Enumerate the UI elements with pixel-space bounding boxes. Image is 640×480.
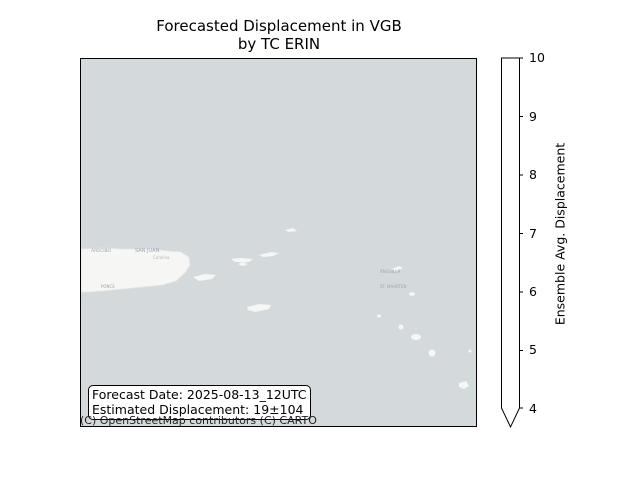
colorbar-tick-label: 6 [529, 284, 537, 299]
chart-title: Forecasted Displacement in VGB by TC ERI… [80, 17, 478, 53]
colorbar-body [501, 57, 520, 429]
island-anguilla [391, 266, 403, 271]
colorbar-tick-label: 7 [529, 226, 537, 241]
island-saba [377, 314, 381, 318]
island-tortola [259, 252, 279, 257]
colorbar-tick-label: 5 [529, 342, 537, 357]
basemap: ARECIBO SAN JUAN Carolina PONCE ANGUILLA… [81, 228, 472, 389]
place-label-anguilla: ANGUILLA [380, 269, 400, 274]
colorbar-tick-marks [519, 57, 523, 409]
colorbar-tick-label: 10 [529, 50, 545, 65]
colorbar-tick-label: 4 [529, 401, 537, 416]
island-vieques [193, 274, 216, 281]
title-line-1: Forecasted Displacement in VGB [156, 17, 402, 35]
island-culebra [239, 262, 247, 266]
colorbar-label: Ensemble Avg. Displacement [552, 142, 568, 326]
estimated-displacement-text: Estimated Displacement: 19±104 [92, 402, 304, 417]
island-nevis [428, 349, 436, 357]
island-puerto-rico [81, 247, 191, 293]
island-st-croix [247, 304, 271, 312]
colorbar [501, 57, 520, 429]
place-label-san-juan: SAN JUAN [135, 248, 160, 254]
title-line-2: by TC ERIN [237, 35, 321, 53]
colorbar-tick-label: 9 [529, 109, 537, 124]
place-label-carolina: Carolina [153, 255, 170, 260]
island-st-kitts [411, 334, 421, 340]
island-st-thomas [231, 258, 253, 262]
island-montserrat [468, 349, 472, 353]
forecast-date-text: Forecast Date: 2025-08-13_12UTC [92, 387, 307, 402]
map-panel: ARECIBO SAN JUAN Carolina PONCE ANGUILLA… [80, 58, 477, 427]
place-label-st-maarten: ST. MAARTEN [380, 284, 407, 289]
island-statia [398, 324, 404, 330]
island-anegada [285, 228, 297, 232]
forecast-info-box: Forecast Date: 2025-08-13_12UTC Estimate… [88, 385, 311, 420]
place-label-ponce: PONCE [101, 284, 115, 289]
island-st-barth [409, 292, 415, 296]
place-label-arecibo: ARECIBO [91, 248, 112, 254]
island-antigua [459, 381, 469, 389]
map-attribution: (C) OpenStreetMap contributors (C) CARTO [80, 414, 317, 427]
colorbar-tick-label: 8 [529, 167, 537, 182]
